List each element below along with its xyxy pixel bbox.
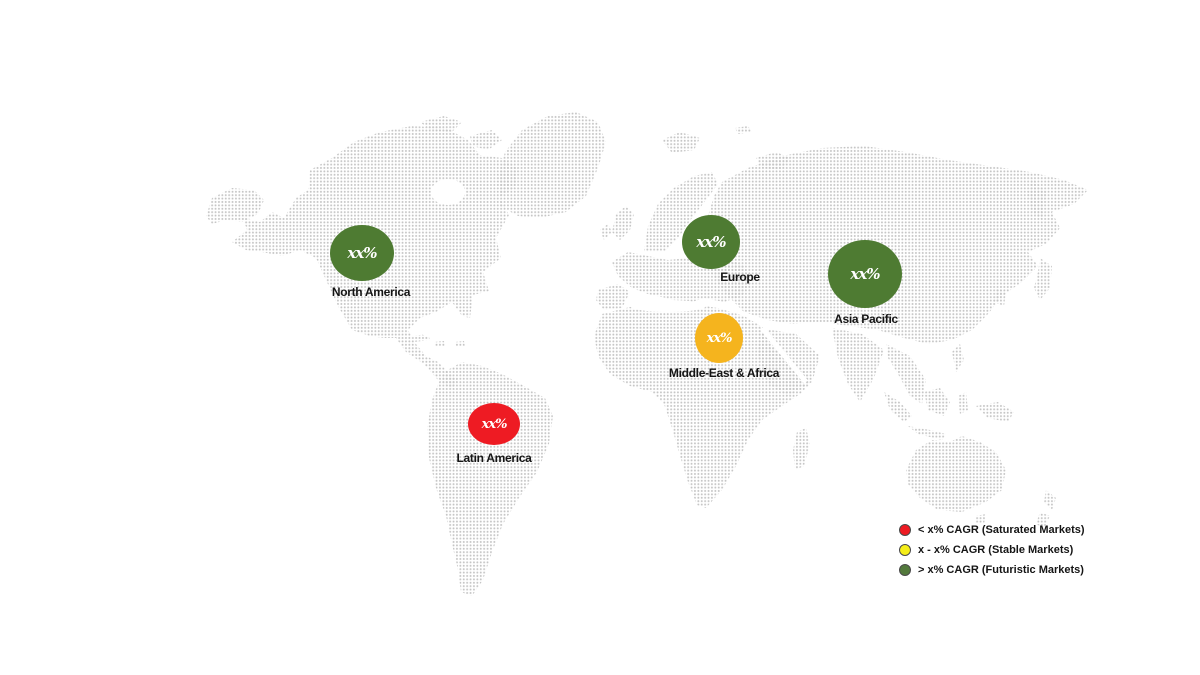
legend-item-label: < x% CAGR (Saturated Markets) xyxy=(918,524,1085,536)
cagr-legend: < x% CAGR (Saturated Markets) x - x% CAG… xyxy=(899,524,1085,576)
region-bubble-latin-america: xx% xyxy=(468,403,520,445)
region-bubble-middle-east-africa: xx% xyxy=(695,313,743,363)
legend-item-label: > x% CAGR (Futuristic Markets) xyxy=(918,564,1084,576)
region-value: xx% xyxy=(696,233,726,251)
region-value: xx% xyxy=(706,330,733,346)
region-label-middle-east-africa: Middle-East & Africa xyxy=(668,366,780,380)
region-label-latin-america: Latin America xyxy=(456,451,532,465)
legend-item-saturated: < x% CAGR (Saturated Markets) xyxy=(899,524,1085,536)
legend-item-futuristic: > x% CAGR (Futuristic Markets) xyxy=(899,564,1085,576)
region-label-north-america: North America xyxy=(331,285,411,299)
legend-item-label: x - x% CAGR (Stable Markets) xyxy=(918,544,1074,556)
region-bubble-north-america: xx% xyxy=(330,225,394,281)
region-bubble-europe: xx% xyxy=(682,215,740,269)
region-bubble-asia-pacific: xx% xyxy=(828,240,902,308)
region-value: xx% xyxy=(850,265,880,283)
legend-item-stable: x - x% CAGR (Stable Markets) xyxy=(899,544,1085,556)
region-label-asia-pacific: Asia Pacific xyxy=(834,312,898,326)
region-label-europe: Europe xyxy=(720,270,760,284)
green-dot-icon xyxy=(899,564,911,576)
yellow-dot-icon xyxy=(899,544,911,556)
region-value: xx% xyxy=(347,244,377,262)
red-dot-icon xyxy=(899,524,911,536)
region-value: xx% xyxy=(481,416,508,432)
